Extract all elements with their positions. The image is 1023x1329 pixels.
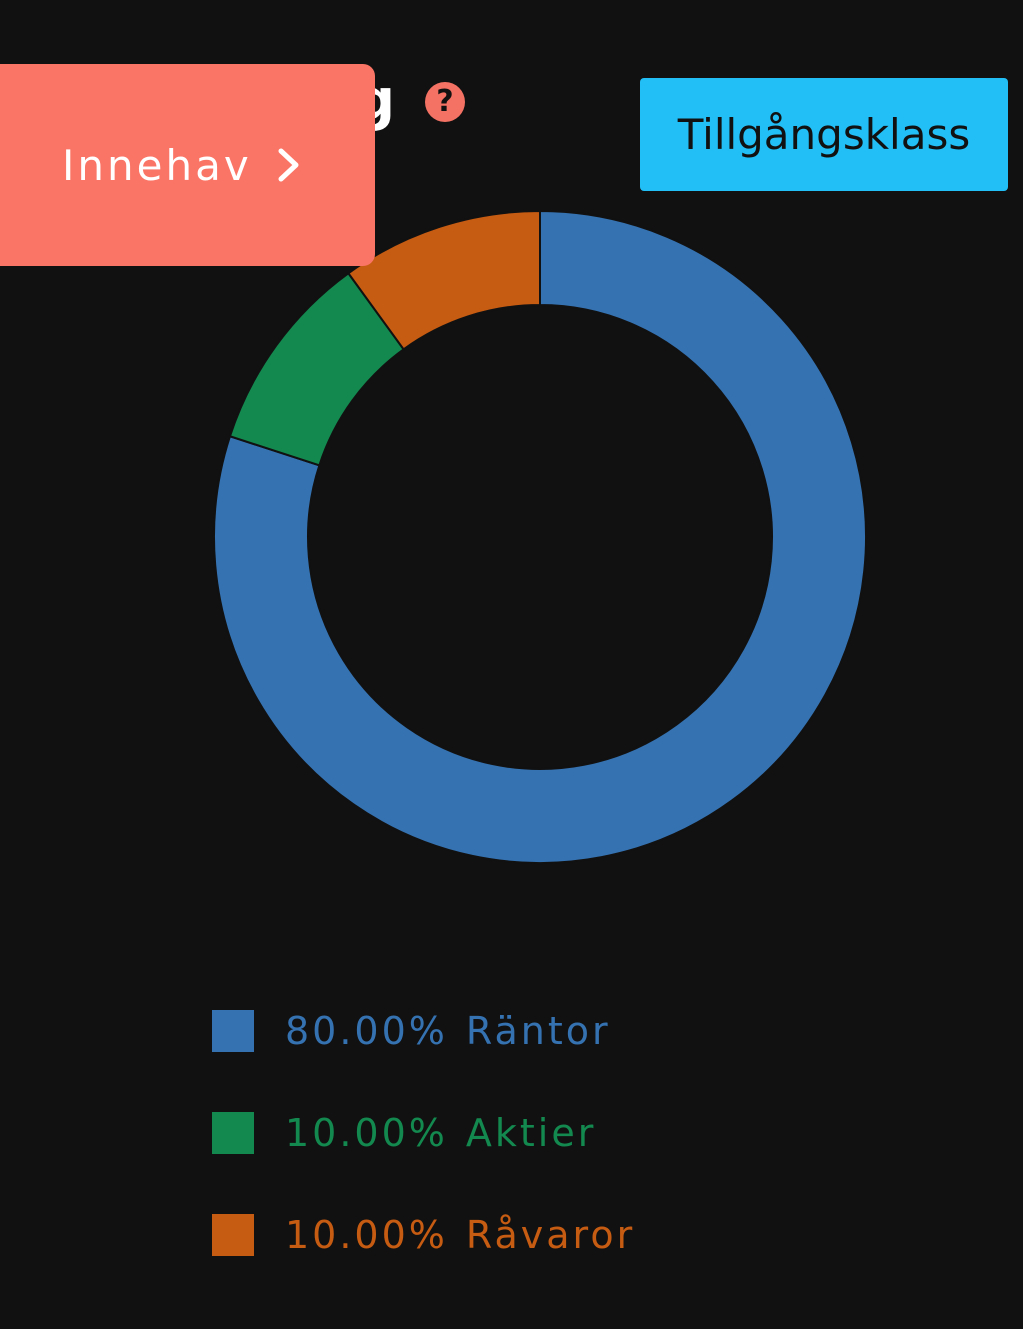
legend-value: 10.00% — [285, 1213, 448, 1257]
legend-swatch — [212, 1214, 254, 1256]
legend-label: Räntor — [465, 1009, 611, 1053]
button-label: Innehav — [62, 140, 252, 190]
holdings-button[interactable]: Innehav — [0, 64, 375, 266]
legend-label: Aktier — [465, 1111, 597, 1155]
legend-item: 10.00% Råvaror — [212, 1213, 636, 1257]
donut-segment — [346, 209, 541, 351]
legend-value: 80.00% — [285, 1009, 448, 1053]
legend: 80.00% Räntor 10.00% Aktier 10.00% Råvaror — [212, 1009, 636, 1316]
button-label: Tillgångsklass — [677, 110, 971, 159]
legend-swatch — [212, 1010, 254, 1052]
legend-item: 80.00% Räntor — [212, 1009, 635, 1053]
legend-label: Råvaror — [465, 1213, 636, 1257]
help-icon[interactable]: ? — [425, 82, 465, 122]
legend-swatch — [212, 1112, 254, 1154]
donut-segment — [213, 209, 867, 864]
chevron-icon — [278, 148, 299, 182]
legend-value: 10.00% — [285, 1111, 448, 1155]
asset-class-button[interactable]: Tillgångsklass — [640, 78, 1008, 191]
legend-item: 10.00% Aktier — [212, 1111, 635, 1155]
